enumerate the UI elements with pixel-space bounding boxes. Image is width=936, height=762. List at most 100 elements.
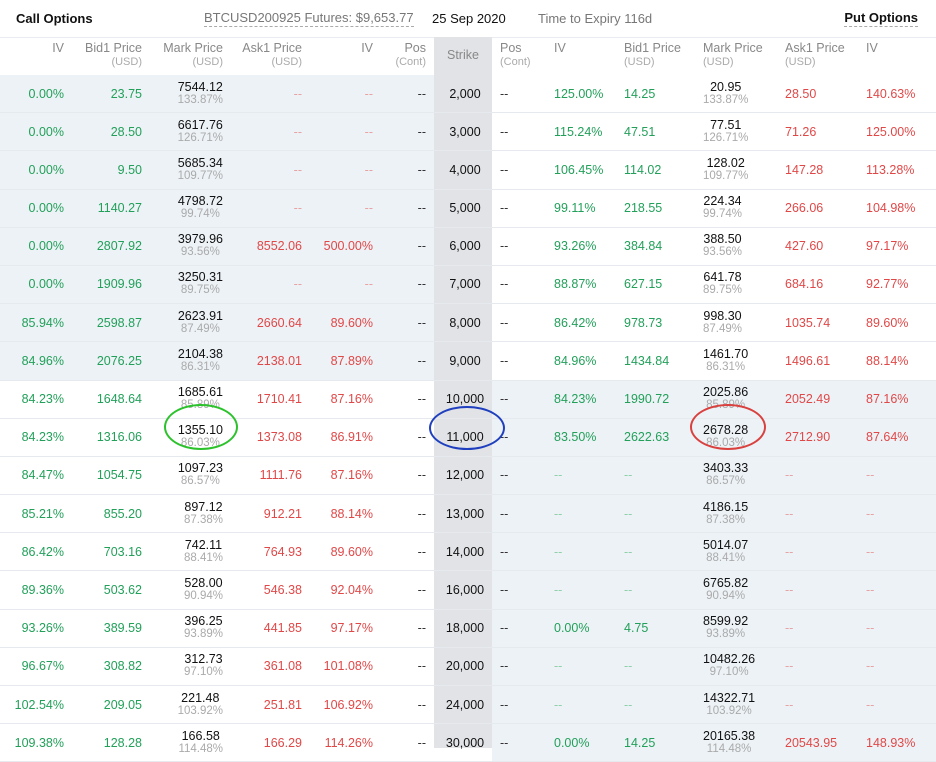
call-ask[interactable]: 2138.01 [256,353,302,368]
call-ask[interactable]: 912.21 [263,506,302,521]
put-bid[interactable]: 47.51 [624,124,656,139]
put-ask[interactable]: 1496.61 [785,353,831,368]
call-ask-iv: 114.26% [324,735,373,750]
call-bid[interactable]: 23.75 [110,86,142,101]
call-bid[interactable]: 503.62 [103,582,142,597]
table-row[interactable]: 84.47% 1054.75 1097.23 86.57% 1111.76 87.16% -… [0,456,936,496]
call-bid[interactable]: 28.50 [110,124,142,139]
futures-price-link[interactable]: BTCUSD200925 Futures: $9,653.77 [204,10,414,27]
put-ask[interactable]: 2712.90 [785,430,831,445]
put-bid[interactable]: 1434.84 [624,353,670,368]
put-ask[interactable]: 1035.74 [785,315,831,330]
call-ask[interactable]: 441.85 [263,621,302,636]
call-ask[interactable]: 546.38 [263,582,302,597]
put-ask[interactable]: 20543.95 [785,735,838,750]
call-bid[interactable]: 9.50 [117,162,142,177]
call-bid[interactable]: 855.20 [103,506,142,521]
put-ask[interactable]: 28.50 [785,86,817,101]
table-row[interactable]: 84.96% 2076.25 2104.38 86.31% 2138.01 87.89% -… [0,342,936,381]
call-ask[interactable]: 1710.41 [256,392,302,406]
table-row[interactable]: 102.54% 209.05 221.48 103.92% 251.81 106.92% -… [0,686,936,725]
table-row[interactable]: 84.23% 1648.64 1685.61 85.89% 1710.41 87.16% -… [0,380,936,419]
table-row[interactable]: 85.94% 2598.87 2623.91 87.49% 2660.64 89.60% -… [0,304,936,343]
put-ask[interactable]: -- [785,468,794,483]
put-ask[interactable]: 266.06 [785,201,824,216]
table-row[interactable]: 86.42% 703.16 742.11 88.41% 764.93 89.60% -- 14… [0,533,936,572]
table-row[interactable]: 0.00% 28.50 6617.76 126.71% -- -- -- 3,000 -- 115… [0,113,936,152]
call-ask[interactable]: 361.08 [263,659,302,674]
call-ask[interactable]: -- [293,162,302,177]
put-bid[interactable]: 2622.63 [624,430,670,445]
call-ask[interactable]: -- [293,201,302,216]
table-row[interactable]: 85.21% 855.20 897.12 87.38% 912.21 88.14% -- 13… [0,495,936,534]
call-bid[interactable]: 703.16 [103,544,142,559]
table-row[interactable]: 109.38% 128.28 166.58 114.48% 166.29 114.26% -… [0,724,936,762]
call-bid[interactable]: 1140.27 [97,201,142,216]
expiry-date-selector[interactable]: 25 Sep 2020 [432,11,506,26]
put-ask[interactable]: -- [785,582,794,597]
call-bid[interactable]: 1054.75 [96,468,142,483]
put-mark-price: 641.78 [703,270,742,285]
put-bid[interactable]: -- [624,468,633,483]
call-ask[interactable]: 8552.06 [256,239,302,254]
put-bid[interactable]: 114.02 [624,162,662,177]
call-bid[interactable]: 128.28 [103,735,142,750]
call-ask[interactable]: 1373.08 [256,430,302,445]
call-ask[interactable]: 2660.64 [256,315,302,330]
put-ask[interactable]: 427.60 [785,239,824,254]
put-ask[interactable]: -- [785,544,794,559]
table-row[interactable]: 0.00% 1909.96 3250.31 89.75% -- -- -- 7,000 -- 88… [0,265,936,305]
call-ask[interactable]: 764.93 [263,544,302,559]
call-ask[interactable]: -- [293,124,302,139]
table-row[interactable]: 0.00% 2807.92 3979.96 93.56% 8552.06 500.00% -… [0,227,936,266]
put-ask[interactable]: 2052.49 [785,392,831,406]
call-bid[interactable]: 2076.25 [96,353,142,368]
table-row[interactable]: 0.00% 1140.27 4798.72 99.74% -- -- -- 5,000 -- 99… [0,189,936,228]
call-bid[interactable]: 1648.64 [96,392,142,406]
put-ask[interactable]: -- [785,697,794,712]
call-ask[interactable]: 251.81 [263,697,302,712]
put-bid[interactable]: 14.25 [624,735,656,750]
table-row[interactable]: 84.23% 1316.06 1355.10 86.03% 1373.08 86.91% -… [0,418,936,457]
call-bid[interactable]: 209.05 [103,697,142,712]
call-iv: 93.26% [21,621,64,636]
put-ask[interactable]: -- [785,621,794,636]
header-call-iv2: IV [361,41,373,55]
put-bid[interactable]: 627.15 [624,277,663,292]
table-row[interactable]: 96.67% 308.82 312.73 97.10% 361.08 101.08% -- 2… [0,647,936,686]
call-bid[interactable]: 2807.92 [96,239,142,254]
call-bid[interactable]: 1316.06 [96,430,142,445]
put-ask[interactable]: 147.28 [785,162,824,177]
put-pos: -- [500,239,509,254]
call-bid[interactable]: 389.59 [103,621,142,636]
call-ask[interactable]: -- [293,86,302,101]
call-ask[interactable]: 1111.76 [259,468,302,483]
call-bid[interactable]: 1909.96 [96,277,142,292]
table-row[interactable]: 0.00% 9.50 5685.34 109.77% -- -- -- 4,000 -- 106.… [0,151,936,190]
put-bid[interactable]: -- [624,544,633,559]
put-bid[interactable]: 1990.72 [624,392,670,406]
call-ask[interactable]: -- [293,277,302,292]
put-bid[interactable]: -- [624,697,633,712]
call-bid[interactable]: 308.82 [103,659,142,674]
put-ask[interactable]: 684.16 [785,277,824,292]
put-bid[interactable]: -- [624,506,633,521]
put-mark-iv: 109.77% [703,169,749,182]
put-bid[interactable]: 14.25 [624,86,656,101]
put-bid[interactable]: 978.73 [624,315,663,330]
put-mark-iv: 114.48% [706,742,752,755]
put-bid[interactable]: -- [624,659,633,674]
put-bid[interactable]: -- [624,582,633,597]
put-ask[interactable]: -- [785,659,794,674]
put-mark: 5014.07 88.41% [703,533,748,570]
table-row[interactable]: 0.00% 23.75 7544.12 133.87% -- -- -- 2,000 -- 125… [0,75,936,114]
put-ask[interactable]: 71.26 [785,124,817,139]
put-bid[interactable]: 4.75 [624,621,649,636]
put-bid[interactable]: 384.84 [624,239,663,254]
table-row[interactable]: 89.36% 503.62 528.00 90.94% 546.38 92.04% -- 16… [0,571,936,610]
call-ask[interactable]: 166.29 [263,735,302,750]
put-bid[interactable]: 218.55 [624,201,663,216]
table-row[interactable]: 93.26% 389.59 396.25 93.89% 441.85 97.17% -- 18… [0,609,936,648]
call-bid[interactable]: 2598.87 [96,315,142,330]
put-ask[interactable]: -- [785,506,794,521]
